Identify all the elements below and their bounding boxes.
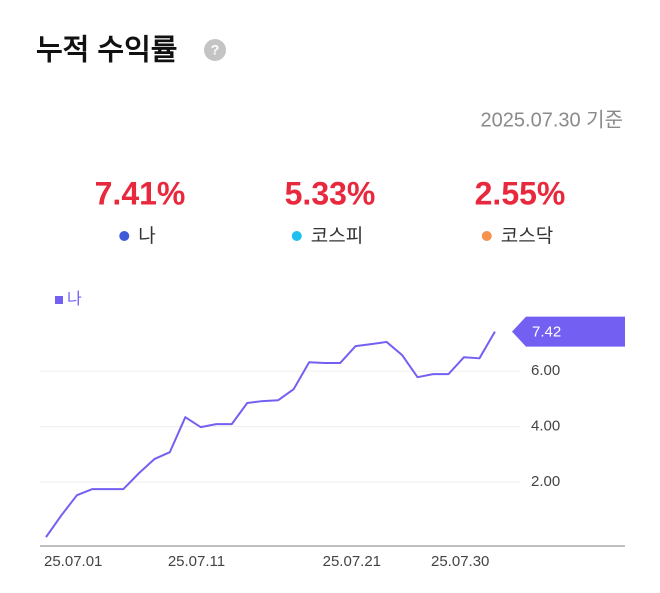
stat-value: 7.41% [95,175,186,211]
x-tick-label: 25.07.11 [168,553,225,570]
x-tick-label: 25.07.01 [44,553,102,570]
legend-label: 나 [67,290,82,308]
stat-label: 코스피 [311,225,363,247]
stat-label: 코스닥 [501,225,553,247]
stat-value: 5.33% [285,175,376,211]
legend-swatch [55,296,63,304]
value-tag [512,316,625,347]
stat-label: 나 [138,225,155,247]
stat-value: 2.55% [475,175,566,211]
stat-dot [481,231,492,241]
line [45,331,496,538]
x-tick-label: 25.07.21 [323,553,381,570]
help-icon[interactable] [204,39,226,61]
base-date: 2025.07.30 기준 [481,108,623,131]
stat-dot [291,231,302,241]
stat-dot [119,231,130,241]
chart: 2.00 4.00 6.00 25.07.01 25.07.11 25.07.21 25.0… [40,290,625,570]
x-tick-label: 25.07.30 [431,553,489,570]
y-tick-label: 6.00 [531,362,560,379]
title: 누적 수익률 [36,34,177,67]
help-icon-text: ? [211,42,220,58]
stats: 7.41% 나 5.33% 코스피 2.55% 코스닥 [95,175,566,247]
y-tick-label: 2.00 [531,473,560,490]
value-tag-label: 7.42 [532,324,561,341]
y-tick-label: 4.00 [531,418,560,435]
